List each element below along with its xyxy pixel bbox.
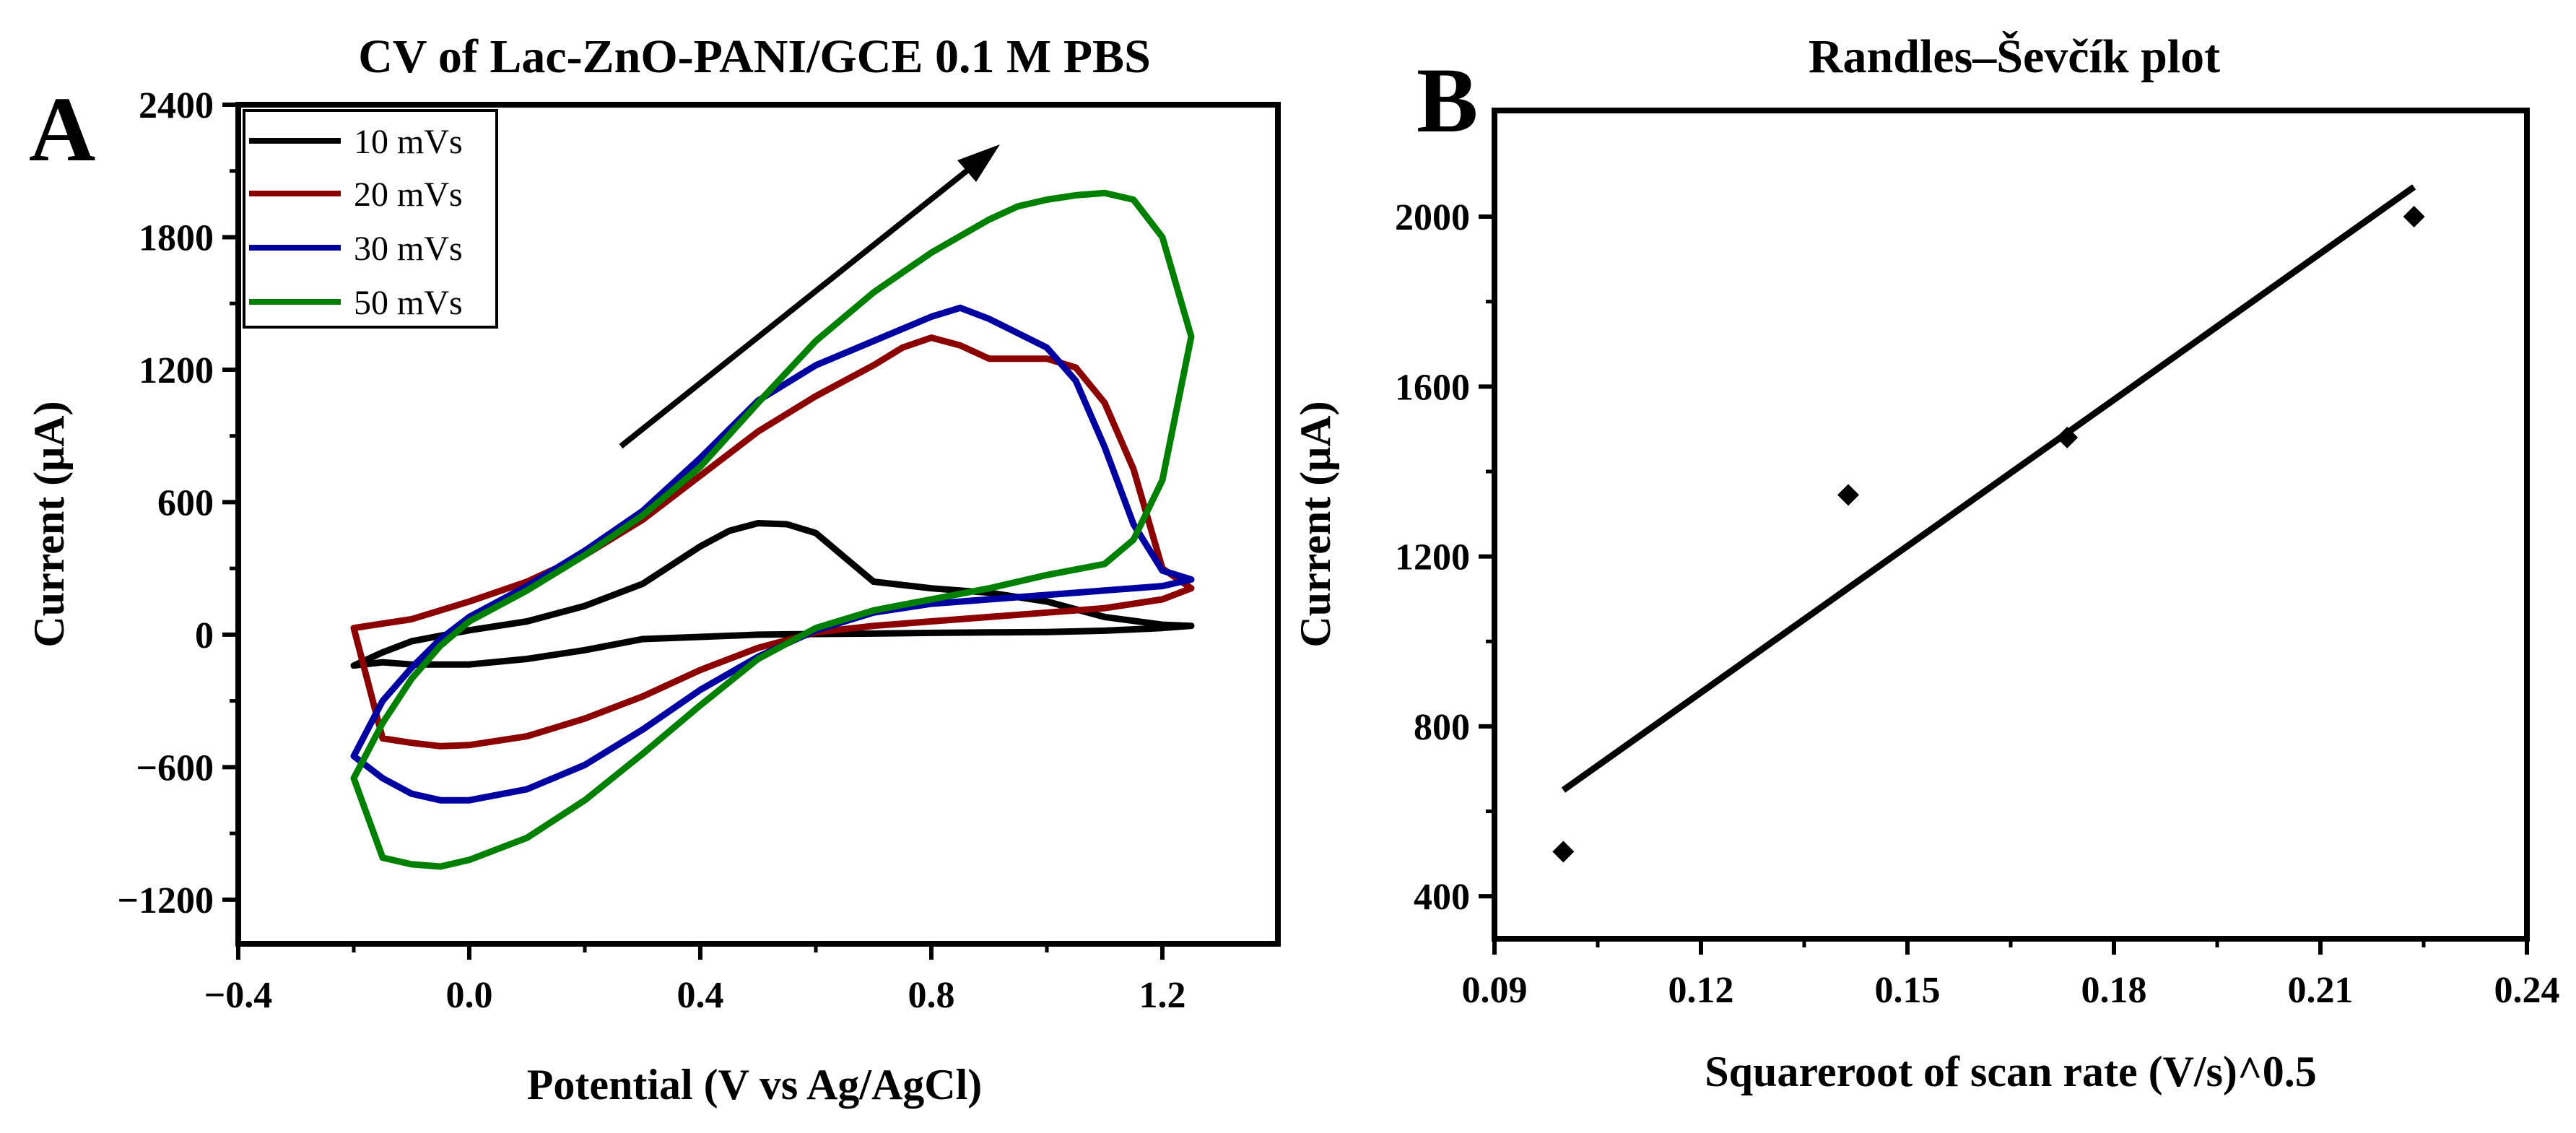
panel-b-title: Randles–Ševčík plot [1809, 30, 2220, 83]
panel-b-frame [1492, 108, 2530, 942]
panel-b-ytick-label: 400 [1414, 877, 1470, 918]
panel-a-title: CV of Lac-ZnO-PANI/GCE 0.1 M PBS [358, 30, 1151, 83]
panel-b: Randles–Ševčík plot B 0.09 0.12 0.15 0.18 0.… [1292, 30, 2560, 1095]
panel-b-xtick-label: 0.21 [2288, 970, 2354, 1011]
panel-a-xtick-label: 1.2 [1139, 975, 1186, 1016]
panel-b-ytick-label: 1200 [1395, 537, 1470, 578]
cv-curve-10-mvs [350, 520, 1195, 669]
panel-b-xtick-label: 0.15 [1875, 970, 1941, 1011]
data-point [2403, 206, 2425, 228]
panel-a-ytick-label: 1200 [139, 350, 214, 391]
panel-a-ytick-label: 0 [195, 615, 214, 656]
data-point [2056, 426, 2079, 448]
data-point [1552, 841, 1575, 863]
panel-a-ytick-label: 1800 [139, 217, 214, 259]
panel-b-data [1552, 184, 2425, 863]
panel-b-ytick-label: 800 [1414, 707, 1470, 748]
panel-b-ytick-label: 1600 [1395, 367, 1470, 408]
panel-a-xtick-label: 0.0 [446, 975, 493, 1016]
legend: 10 mVs 20 mVs 30 mVs 50 mVs [243, 109, 498, 329]
panel-b-xlabel: Squareroot of scan rate (V/s)^0.5 [1705, 1048, 2317, 1095]
panel-b-xtick-label: 0.24 [2494, 970, 2560, 1011]
panel-a-ytick-label: −1200 [117, 880, 214, 921]
panel-a-xtick-label: 0.8 [908, 975, 955, 1016]
panel-a-ylabel: Current (μA) [25, 401, 73, 647]
panel-a-xtick-label: 0.4 [677, 975, 724, 1016]
panel-a-letter: A [29, 78, 95, 181]
scan-rate-arrow [619, 144, 1000, 449]
arrow-head [957, 144, 1000, 182]
panel-a: CV of Lac-ZnO-PANI/GCE 0.1 M PBS A −0.4 0… [25, 30, 1281, 1108]
data-point [1837, 484, 1860, 506]
legend-label-10: 10 mVs [354, 123, 463, 161]
cv-curve-20-mvs [350, 334, 1195, 750]
cv-curve-30-mvs [350, 304, 1195, 804]
panel-b-ylabel: Current (μA) [1292, 401, 1339, 647]
legend-label-50: 50 mVs [354, 284, 463, 322]
legend-label-20: 20 mVs [354, 175, 463, 214]
panel-b-xtick-label: 0.18 [2081, 970, 2147, 1011]
panel-a-ytick-label: −600 [136, 747, 214, 789]
panel-b-ytick-label: 2000 [1395, 197, 1470, 238]
fit-line [1561, 184, 2416, 793]
panel-b-letter: B [1417, 49, 1478, 152]
panel-a-xtick-label: −0.4 [204, 975, 273, 1016]
panel-a-series [350, 189, 1195, 870]
panel-a-ytick-label: 600 [157, 482, 214, 524]
panel-a-ticks: −0.4 0.0 0.4 0.8 1.2 −1200 −600 0 600 1200 1800 240… [117, 85, 1185, 1016]
legend-label-30: 30 mVs [354, 230, 463, 268]
panel-b-ticks: 0.09 0.12 0.15 0.18 0.21 0.24 400 800 1200 1600 20… [1395, 197, 2560, 1011]
panel-a-ytick-label: 2400 [139, 85, 214, 126]
cv-curve-50-mvs [350, 189, 1195, 870]
legend-box [243, 109, 498, 329]
panel-a-xlabel: Potential (V vs Ag/AgCl) [527, 1061, 983, 1108]
panel-b-xtick-label: 0.09 [1462, 970, 1528, 1011]
panel-a-frame [235, 102, 1281, 947]
arrow-shaft [619, 150, 991, 449]
panel-b-xtick-label: 0.12 [1668, 970, 1734, 1011]
